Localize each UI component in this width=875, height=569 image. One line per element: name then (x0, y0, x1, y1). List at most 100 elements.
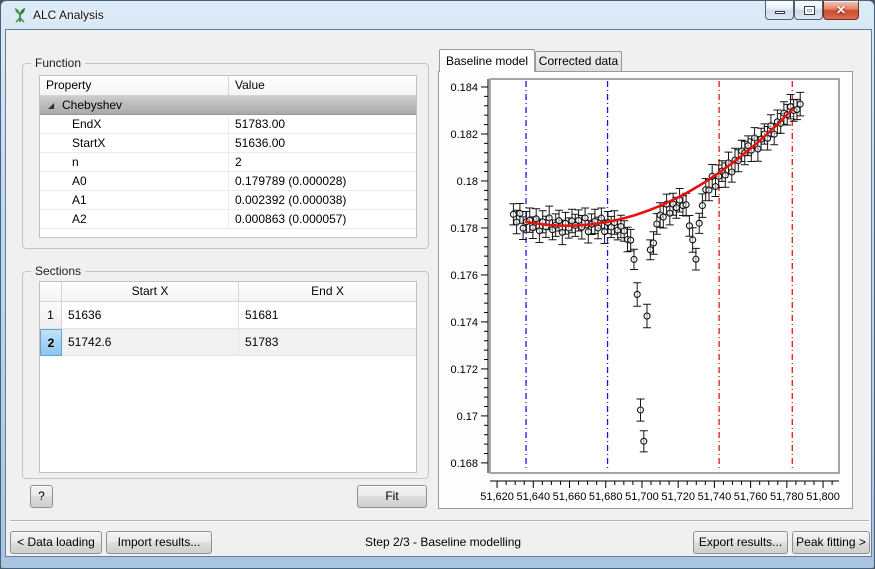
close-button[interactable]: ✕ (823, 1, 859, 20)
tab-corrected-data[interactable]: Corrected data (535, 51, 622, 71)
function-group-title: Function (31, 56, 86, 70)
data-point (682, 201, 690, 209)
data-point (545, 214, 553, 222)
export-results-button[interactable]: Export results... (693, 531, 788, 554)
data-point (698, 202, 706, 210)
import-results-button[interactable]: Import results... (106, 531, 212, 554)
y-tick-label: 0.172 (450, 364, 478, 376)
property-row: A0 0.179789 (0.000028) (40, 172, 416, 191)
data-loading-button[interactable]: < Data loading (10, 531, 102, 554)
data-point (640, 437, 648, 445)
peak-fitting-button[interactable]: Peak fitting > (792, 531, 870, 554)
data-point (581, 214, 589, 222)
data-point (535, 227, 543, 235)
data-point (630, 255, 638, 263)
startx-cell[interactable]: 51636 (62, 302, 239, 329)
data-point (754, 145, 762, 153)
data-point (620, 227, 628, 235)
collapse-triangle-icon[interactable]: ◢ (48, 101, 55, 110)
property-cell: EndX (40, 115, 229, 134)
maximize-button[interactable] (794, 1, 823, 20)
baseline-plot[interactable]: 51,620 51,640 51,660 51,680 51,700 51,720 51,7… (439, 72, 852, 508)
property-row: A2 0.000863 (0.000057) (40, 210, 416, 229)
value-cell[interactable]: 0.179789 (0.000028) (229, 172, 416, 191)
function-group-row[interactable]: ◢ Chebyshev (40, 96, 416, 115)
row-number[interactable]: 1 (40, 302, 62, 329)
corner-cell (40, 282, 62, 302)
data-point (793, 105, 801, 114)
x-tick-label: 51,760 (734, 491, 768, 503)
startx-cell[interactable]: 51742.6 (62, 329, 239, 356)
maximize-icon (804, 6, 815, 15)
data-point (601, 228, 609, 236)
x-tick-label: 51,660 (553, 491, 587, 503)
data-point (666, 209, 674, 217)
minimize-icon (775, 11, 785, 14)
function-group: Function Property Value ◢ Chebyshev EndX… (22, 56, 429, 249)
value-cell[interactable]: 2 (229, 153, 416, 172)
data-point (516, 209, 524, 217)
data-point (711, 183, 720, 191)
tab-baseline-model[interactable]: Baseline model (439, 49, 535, 72)
endx-cell[interactable]: 51783 (239, 329, 416, 356)
data-point (548, 226, 557, 234)
endx-cell[interactable]: 51681 (239, 302, 416, 329)
y-tick-label: 0.182 (450, 129, 478, 141)
endx-column-header[interactable]: End X (239, 282, 416, 302)
property-cell: StartX (40, 134, 229, 153)
y-tick-label: 0.17 (457, 411, 478, 423)
footer-separator (10, 520, 869, 522)
row-number-selected[interactable]: 2 (40, 329, 62, 356)
data-point (584, 228, 592, 236)
fit-button[interactable]: Fit (357, 485, 427, 508)
section-row: 1 51636 51681 (40, 302, 416, 329)
data-point (636, 406, 645, 414)
value-cell[interactable]: 0.002392 (0.000038) (229, 191, 416, 210)
data-point (633, 290, 641, 298)
mantid-logo-icon (15, 8, 25, 23)
data-point (519, 224, 527, 232)
fit-curve (524, 108, 794, 227)
property-cell: A2 (40, 210, 229, 229)
property-cell: n (40, 153, 229, 172)
data-point (529, 224, 537, 232)
x-tick-label: 51,780 (770, 491, 804, 503)
data-point (558, 228, 566, 236)
function-name: Chebyshev (62, 98, 123, 112)
y-tick-label: 0.168 (450, 458, 478, 470)
data-point (796, 100, 804, 108)
sections-group: Sections Start X End X 1 51636 51681 2 5… (22, 264, 429, 479)
property-cell: A0 (40, 172, 229, 191)
value-cell[interactable]: 51783.00 (229, 115, 416, 134)
x-tick-label: 51,720 (661, 491, 695, 503)
titlebar[interactable]: ALC Analysis ✕ (1, 1, 874, 29)
data-point (672, 204, 680, 212)
close-icon: ✕ (835, 3, 847, 17)
data-point (659, 213, 667, 221)
y-tick-label: 0.174 (450, 317, 478, 329)
plot-canvas (489, 78, 840, 474)
data-point (689, 236, 697, 244)
data-point (646, 246, 654, 254)
sections-table[interactable]: Start X End X 1 51636 51681 2 51742.6 51… (39, 281, 417, 473)
step-status-label: Step 2/3 - Baseline modelling (364, 535, 522, 549)
property-row: A1 0.002392 (0.000038) (40, 191, 416, 210)
help-button[interactable]: ? (30, 485, 53, 508)
minimize-button[interactable] (765, 1, 794, 20)
data-point (643, 312, 651, 320)
startx-column-header[interactable]: Start X (62, 282, 239, 302)
value-cell[interactable]: 51636.00 (229, 134, 416, 153)
value-cell[interactable]: 0.000863 (0.000057) (229, 210, 416, 229)
data-point (513, 218, 521, 226)
property-table-header: Property Value (40, 76, 416, 96)
property-row: n 2 (40, 153, 416, 172)
window-title: ALC Analysis (33, 8, 104, 22)
data-point (751, 134, 759, 142)
y-tick-label: 0.184 (450, 82, 478, 94)
data-point (555, 217, 563, 225)
sections-table-header: Start X End X (40, 282, 416, 302)
function-property-table[interactable]: Property Value ◢ Chebyshev EndX 51783.00… (39, 75, 417, 238)
data-point (594, 224, 602, 232)
section-row: 2 51742.6 51783 (40, 329, 416, 356)
data-point (692, 255, 700, 263)
